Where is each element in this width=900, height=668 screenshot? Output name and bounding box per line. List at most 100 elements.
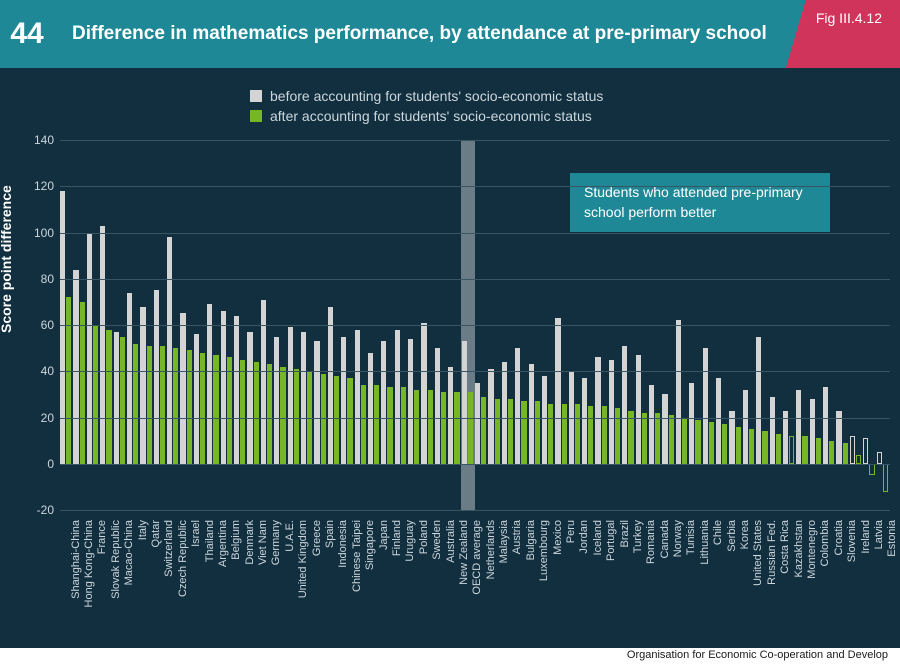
x-label: Sweden xyxy=(431,520,443,560)
after-bar xyxy=(267,364,272,463)
x-label: Colombia xyxy=(819,520,831,566)
after-bar xyxy=(655,413,660,464)
x-label: Indonesia xyxy=(337,520,349,568)
before-bar xyxy=(207,304,212,464)
x-label: Jordan xyxy=(578,520,590,554)
after-bar xyxy=(669,415,674,464)
before-bar xyxy=(234,316,239,464)
x-label: France xyxy=(96,520,108,554)
before-bar xyxy=(649,385,654,464)
y-axis-label: Score point difference xyxy=(0,185,14,333)
x-label: Slovenia xyxy=(846,520,858,562)
source-text: Organisation for Economic Co-operation a… xyxy=(625,648,890,662)
x-label: Greece xyxy=(311,520,323,556)
before-bar xyxy=(435,348,440,464)
x-label: Norway xyxy=(672,520,684,557)
before-bar xyxy=(863,438,868,463)
after-bar xyxy=(66,297,71,464)
after-bar xyxy=(200,353,205,464)
before-bar xyxy=(114,332,119,464)
x-label: Finland xyxy=(391,520,403,556)
after-bar xyxy=(334,376,339,464)
before-bar xyxy=(462,341,467,464)
x-label: Argentina xyxy=(217,520,229,567)
before-bar xyxy=(100,226,105,464)
x-label: Australia xyxy=(445,520,457,563)
after-bar xyxy=(401,387,406,463)
x-label: New Zealand xyxy=(458,520,470,585)
after-bar xyxy=(548,404,553,464)
before-bar xyxy=(448,367,453,464)
after-bar xyxy=(227,357,232,463)
before-bar xyxy=(582,378,587,464)
x-label: Spain xyxy=(324,520,336,548)
before-bar xyxy=(810,399,815,464)
x-label: Luxembourg xyxy=(538,520,550,581)
after-bar xyxy=(441,392,446,464)
before-bar xyxy=(154,290,159,463)
before-bar xyxy=(301,332,306,464)
after-bar xyxy=(762,431,767,463)
x-label: Tunisia xyxy=(685,520,697,555)
y-tick: -20 xyxy=(37,503,54,517)
x-label: Peru xyxy=(565,520,577,543)
before-bar xyxy=(475,383,480,464)
before-bar xyxy=(502,362,507,464)
before-bar xyxy=(368,353,373,464)
x-label: Costa Rica xyxy=(779,520,791,574)
x-label: Japan xyxy=(378,520,390,550)
before-bar xyxy=(381,341,386,464)
after-bar xyxy=(575,404,580,464)
legend-swatch-before xyxy=(250,90,262,102)
after-bar xyxy=(883,464,888,492)
after-bar xyxy=(147,346,152,464)
after-bar xyxy=(802,436,807,464)
x-label: Romania xyxy=(645,520,657,564)
before-bar xyxy=(247,332,252,464)
x-label: Thailand xyxy=(204,520,216,562)
after-bar xyxy=(120,337,125,464)
before-bar xyxy=(796,390,801,464)
after-bar xyxy=(347,378,352,464)
x-label: Portugal xyxy=(605,520,617,561)
after-bar xyxy=(93,325,98,464)
x-label: Montenegro xyxy=(806,520,818,579)
y-tick: 140 xyxy=(34,133,54,147)
after-bar xyxy=(106,330,111,464)
before-bar xyxy=(676,320,681,463)
after-bar xyxy=(321,374,326,464)
after-bar xyxy=(387,387,392,463)
chart-title: Difference in mathematics performance, b… xyxy=(54,0,820,68)
y-tick: 0 xyxy=(47,457,54,471)
before-bar xyxy=(488,369,493,464)
after-bar xyxy=(695,420,700,464)
y-tick: 40 xyxy=(41,364,54,378)
before-bar xyxy=(395,330,400,464)
after-bar xyxy=(829,441,834,464)
after-bar xyxy=(602,406,607,464)
before-bar xyxy=(609,360,614,464)
x-label: Belgium xyxy=(230,520,242,560)
before-bar xyxy=(595,357,600,463)
after-bar xyxy=(562,404,567,464)
before-bar xyxy=(221,311,226,464)
after-bar xyxy=(736,427,741,464)
x-label: Italy xyxy=(137,520,149,540)
before-bar xyxy=(783,411,788,464)
x-label: Canada xyxy=(659,520,671,559)
after-bar xyxy=(749,429,754,464)
after-bar xyxy=(240,360,245,464)
y-tick: 120 xyxy=(34,179,54,193)
x-label: Viet Nam xyxy=(257,520,269,565)
y-tick: 100 xyxy=(34,226,54,240)
before-bar xyxy=(555,318,560,464)
y-tick: 80 xyxy=(41,272,54,286)
x-label: Korea xyxy=(739,520,751,549)
x-label: Estonia xyxy=(886,520,898,557)
after-bar xyxy=(495,399,500,464)
after-bar xyxy=(481,397,486,464)
x-label: Hong Kong-China xyxy=(83,520,95,607)
x-label: Switzerland xyxy=(163,520,175,577)
before-bar xyxy=(716,378,721,464)
after-bar xyxy=(468,392,473,464)
